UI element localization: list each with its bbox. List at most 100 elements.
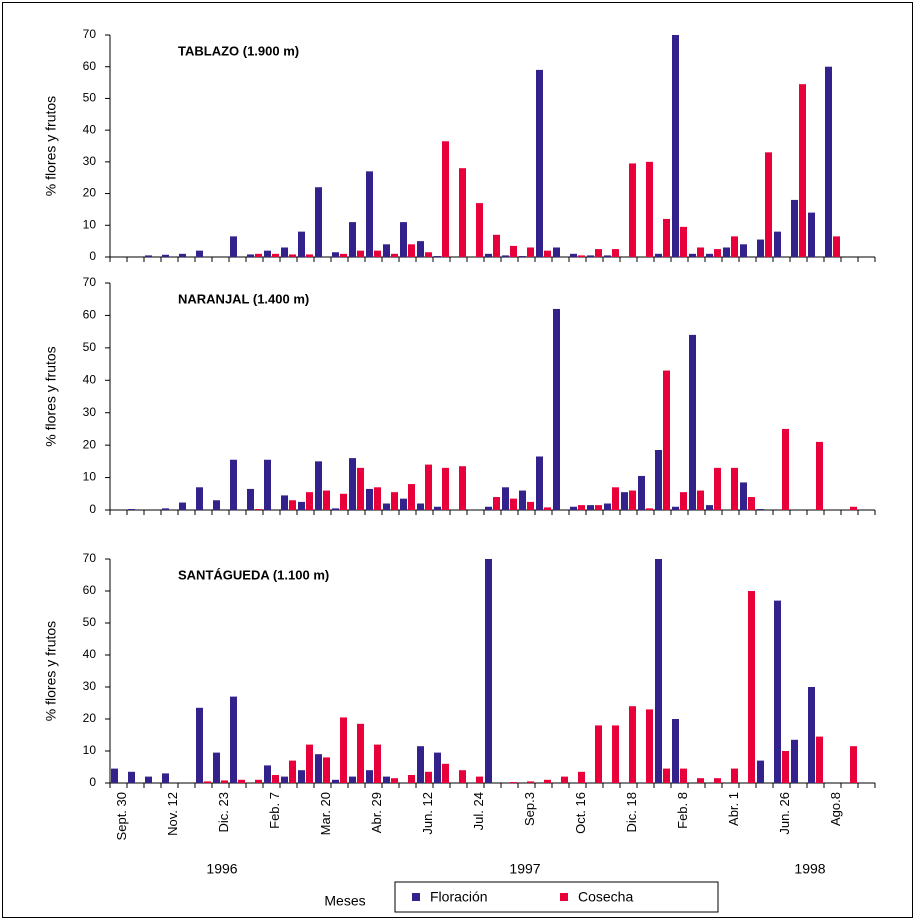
- bar: [850, 746, 857, 783]
- bar: [757, 239, 764, 257]
- bar: [230, 459, 237, 510]
- bar: [612, 725, 619, 783]
- bar: [663, 218, 670, 257]
- bar: [366, 171, 373, 257]
- bar: [714, 249, 721, 257]
- bar: [723, 247, 730, 257]
- bar: [833, 236, 840, 257]
- bar: [281, 495, 288, 510]
- bar: [383, 244, 390, 257]
- bar: [714, 778, 721, 783]
- bar: [757, 760, 764, 783]
- legend-label: Cosecha: [578, 889, 633, 905]
- bar: [536, 456, 543, 510]
- y-tick-label: 10: [83, 217, 97, 231]
- bar: [612, 487, 619, 510]
- bar: [255, 509, 262, 510]
- bar: [731, 236, 738, 257]
- y-tick-label: 70: [83, 27, 97, 41]
- bar: [213, 500, 220, 510]
- bar: [527, 781, 534, 783]
- y-tick-label: 60: [83, 583, 97, 597]
- bar: [748, 497, 755, 510]
- bar: [646, 709, 653, 783]
- bar: [629, 706, 636, 783]
- bar: [247, 254, 254, 257]
- bar: [595, 249, 602, 257]
- bar: [502, 255, 509, 257]
- bar: [672, 719, 679, 783]
- bar: [459, 770, 466, 783]
- bar: [604, 255, 611, 257]
- bar: [672, 35, 679, 257]
- bar: [306, 744, 313, 783]
- bar: [638, 475, 645, 510]
- bar: [434, 752, 441, 783]
- bar: [306, 492, 313, 510]
- bar: [527, 247, 534, 257]
- bar: [408, 484, 415, 510]
- bar: [553, 308, 560, 510]
- bar: [162, 254, 169, 257]
- y-tick-label: 50: [83, 340, 97, 354]
- bar: [799, 84, 806, 258]
- bar: [179, 253, 186, 257]
- x-tick-label: Feb. 8: [675, 792, 690, 829]
- bar: [578, 505, 585, 510]
- bar: [816, 441, 823, 510]
- bar: [408, 244, 415, 257]
- bar: [357, 723, 364, 783]
- bar: [366, 488, 373, 510]
- bar: [595, 725, 602, 783]
- bar: [519, 256, 526, 257]
- bar: [315, 754, 322, 783]
- bar: [442, 141, 449, 257]
- bar: [731, 467, 738, 510]
- bar: [646, 508, 653, 510]
- bar: [595, 505, 602, 510]
- bar: [357, 467, 364, 510]
- bar: [553, 247, 560, 257]
- bar: [383, 776, 390, 783]
- bar: [816, 736, 823, 783]
- bar: [408, 775, 415, 783]
- bar: [391, 492, 398, 510]
- bar: [425, 252, 432, 257]
- bar: [349, 222, 356, 257]
- bar: [774, 600, 781, 783]
- bar: [417, 746, 424, 783]
- y-tick-label: 0: [89, 775, 96, 789]
- bar: [332, 779, 339, 783]
- bar: [417, 503, 424, 510]
- bar: [850, 506, 857, 510]
- y-tick-label: 20: [83, 437, 97, 451]
- bar: [697, 247, 704, 257]
- panel-title: SANTÁGUEDA (1.100 m): [178, 567, 329, 582]
- y-tick-label: 10: [83, 470, 97, 484]
- x-tick-label: Abr. 1: [726, 792, 741, 826]
- bar: [519, 490, 526, 510]
- bar: [162, 773, 169, 783]
- y-tick-label: 40: [83, 647, 97, 661]
- bar: [808, 687, 815, 783]
- bar: [391, 253, 398, 257]
- x-tick-label: Dic. 23: [216, 792, 231, 832]
- bar: [706, 505, 713, 510]
- bar: [587, 505, 594, 510]
- x-tick-label: Feb. 7: [267, 792, 282, 829]
- y-tick-label: 30: [83, 679, 97, 693]
- bar: [213, 752, 220, 783]
- bar: [536, 69, 543, 257]
- bar: [765, 152, 772, 257]
- bar: [383, 503, 390, 510]
- bar: [238, 779, 245, 783]
- bar: [757, 509, 764, 510]
- x-axis-label: Meses: [324, 893, 365, 909]
- bar: [247, 488, 254, 510]
- bar: [400, 222, 407, 257]
- x-tick-label: Nov. 12: [165, 792, 180, 836]
- y-tick-label: 20: [83, 186, 97, 200]
- bar: [740, 244, 747, 257]
- x-tick-label: Ago.8: [828, 792, 843, 826]
